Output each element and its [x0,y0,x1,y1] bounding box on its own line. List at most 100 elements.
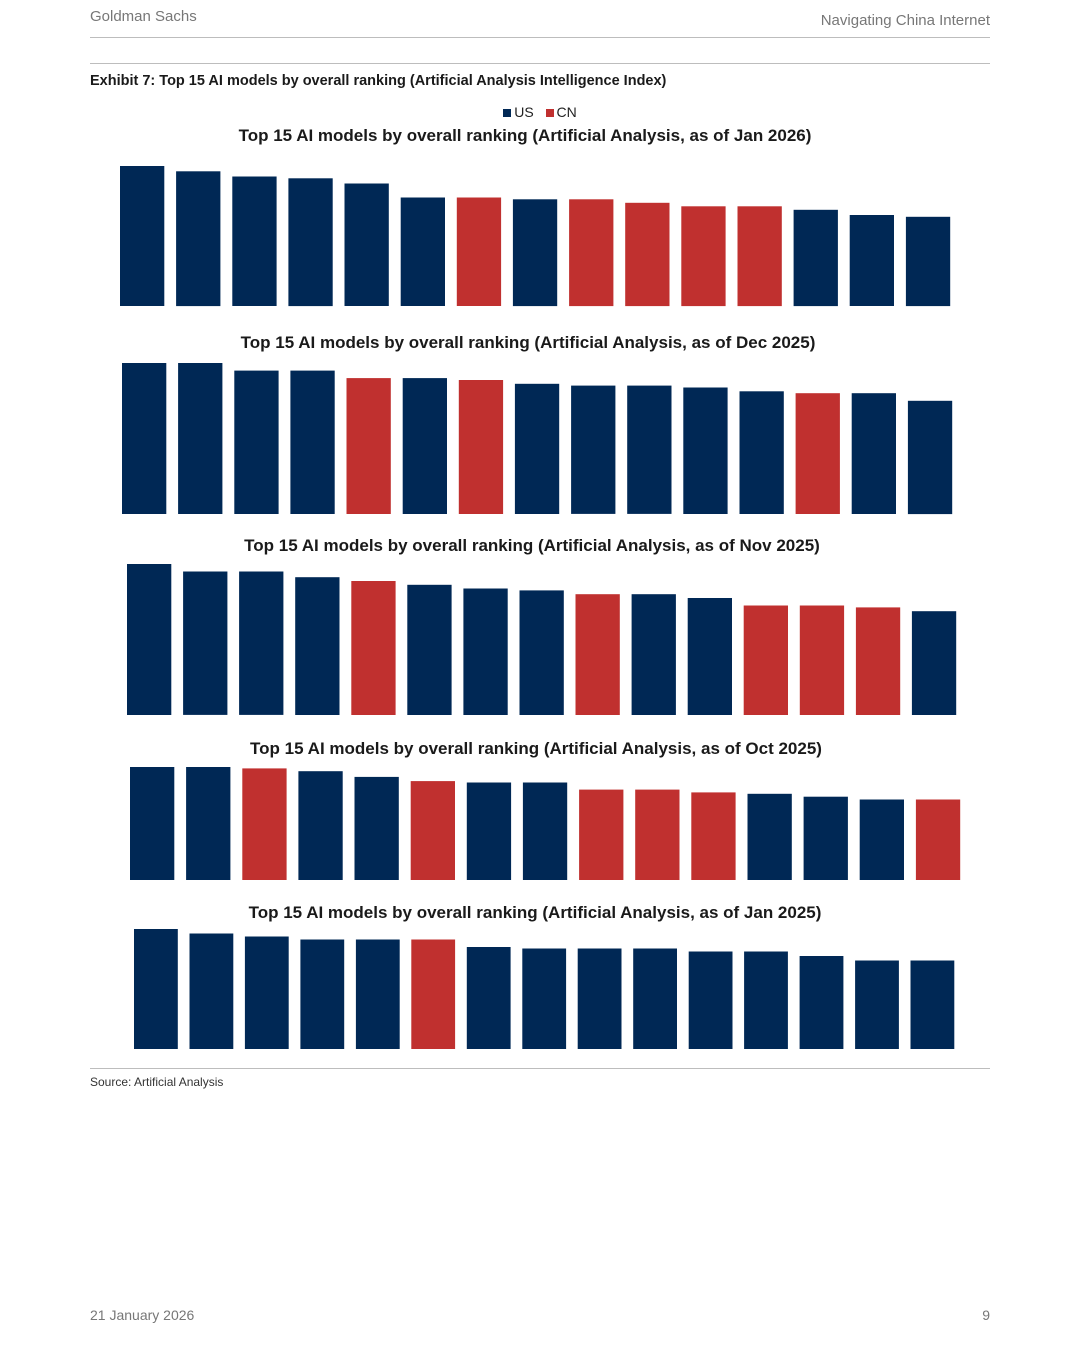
bar-cn-rank-9 [569,199,614,307]
bar-us-rank-8 [512,199,558,307]
bar-cn-rank-12 [743,605,788,715]
bar-us-rank-11 [683,387,728,514]
bar-us-rank-2 [183,571,228,715]
bar-us-rank-13 [799,956,844,1049]
bar-us-rank-9 [571,385,616,514]
bar-us-rank-14 [855,960,899,1049]
bar-us-rank-7 [466,782,512,880]
bar-cn-rank-14 [855,607,901,715]
source-note: Source: Artificial Analysis [90,1075,224,1089]
bar-us-rank-14 [859,799,904,880]
bar-cn-rank-10 [635,789,680,880]
bar-us-rank-7 [466,947,511,1049]
bar-us-rank-12 [747,793,792,880]
header-rule [90,37,990,38]
chart-title: Top 15 AI models by overall ranking (Art… [239,126,812,145]
bar-us-rank-15 [910,960,955,1049]
bar-us-rank-8 [522,948,567,1049]
bar-us-rank-2 [178,363,223,514]
chart-panel-3: Top 15 AI models by overall ranking (Art… [127,536,957,715]
bar-us-rank-4 [295,577,340,715]
chart-panel-1: Top 15 AI models by overall ranking (Art… [120,126,951,307]
bar-us-rank-3 [232,176,277,306]
bar-us-rank-8 [522,782,568,880]
bar-us-rank-2 [189,933,234,1049]
bar-cn-rank-5 [351,581,396,715]
bar-us-rank-6 [400,197,445,306]
footer-date: 21 January 2026 [90,1307,195,1323]
bar-us-rank-15 [911,611,957,715]
bar-us-rank-1 [120,166,165,306]
bar-us-rank-10 [631,594,676,715]
bar-us-rank-9 [577,948,622,1049]
legend-swatch-us [503,108,512,117]
bar-cn-rank-13 [799,605,845,715]
bar-us-rank-11 [687,598,732,715]
bar-cn-rank-3 [242,768,287,880]
publisher-name: Goldman Sachs [90,8,197,25]
bar-us-rank-14 [849,215,894,306]
chart-title: Top 15 AI models by overall ranking (Art… [244,536,820,555]
bar-us-rank-2 [186,767,231,880]
bar-us-rank-5 [355,939,400,1049]
bar-us-rank-6 [407,584,452,715]
bar-cn-rank-10 [625,202,670,307]
bar-us-rank-4 [300,939,345,1049]
legend-swatch-cn [545,108,554,117]
bar-us-rank-12 [744,951,788,1049]
bar-cn-rank-6 [411,939,456,1049]
bar-us-rank-4 [298,771,343,880]
bar-us-rank-10 [633,948,677,1049]
bar-us-rank-13 [793,209,838,307]
exhibit-top-rule [90,63,990,64]
legend-label-us: US [514,104,534,120]
bar-us-rank-12 [739,391,784,514]
bar-cn-rank-15 [915,799,961,880]
bar-us-rank-7 [463,588,508,715]
bar-cn-rank-9 [575,594,620,715]
bar-cn-rank-9 [579,789,624,880]
bar-us-rank-3 [234,370,279,514]
legend-label-cn: CN [556,104,577,120]
bar-us-rank-10 [627,385,672,514]
bar-us-rank-1 [130,767,175,880]
bar-cn-rank-13 [795,393,840,514]
bar-us-rank-6 [402,378,447,514]
chart-panel-2: Top 15 AI models by overall ranking (Art… [122,333,953,515]
chart-title: Top 15 AI models by overall ranking (Art… [249,903,822,922]
bar-us-rank-4 [288,178,333,307]
page-number: 9 [982,1307,990,1323]
bar-us-rank-13 [803,796,848,880]
exhibit-title: Exhibit 7: Top 15 AI models by overall r… [90,73,667,89]
legend-item-cn: CN [545,104,577,120]
bar-us-rank-5 [354,776,399,880]
chart-title: Top 15 AI models by overall ranking (Art… [241,333,816,352]
bar-us-rank-1 [134,929,178,1049]
bar-us-rank-8 [514,383,560,514]
bar-us-rank-3 [239,571,284,715]
bar-us-rank-1 [127,564,172,715]
bar-cn-rank-7 [458,380,504,514]
bar-us-rank-15 [905,216,951,307]
bar-us-rank-3 [244,936,289,1049]
bar-us-rank-4 [290,370,335,514]
chart-panel-5: Top 15 AI models by overall ranking (Art… [134,903,955,1049]
bar-cn-rank-11 [691,792,736,880]
chart-legend: US CN [0,104,1080,120]
bar-us-rank-15 [907,400,953,515]
bar-cn-rank-12 [737,206,782,307]
bar-cn-rank-6 [410,781,455,880]
bar-us-rank-5 [344,183,389,306]
exhibit-bottom-rule [90,1068,990,1069]
bar-cn-rank-11 [681,206,726,307]
bar-us-rank-1 [122,363,167,514]
bar-us-rank-11 [688,951,733,1049]
chart-title: Top 15 AI models by overall ranking (Art… [250,739,822,758]
bar-us-rank-14 [851,393,896,514]
legend-item-us: US [503,104,534,120]
bar-cn-rank-7 [456,197,502,306]
bar-us-rank-8 [519,590,564,715]
report-title: Navigating China Internet [820,12,990,29]
bar-cn-rank-5 [346,378,391,514]
